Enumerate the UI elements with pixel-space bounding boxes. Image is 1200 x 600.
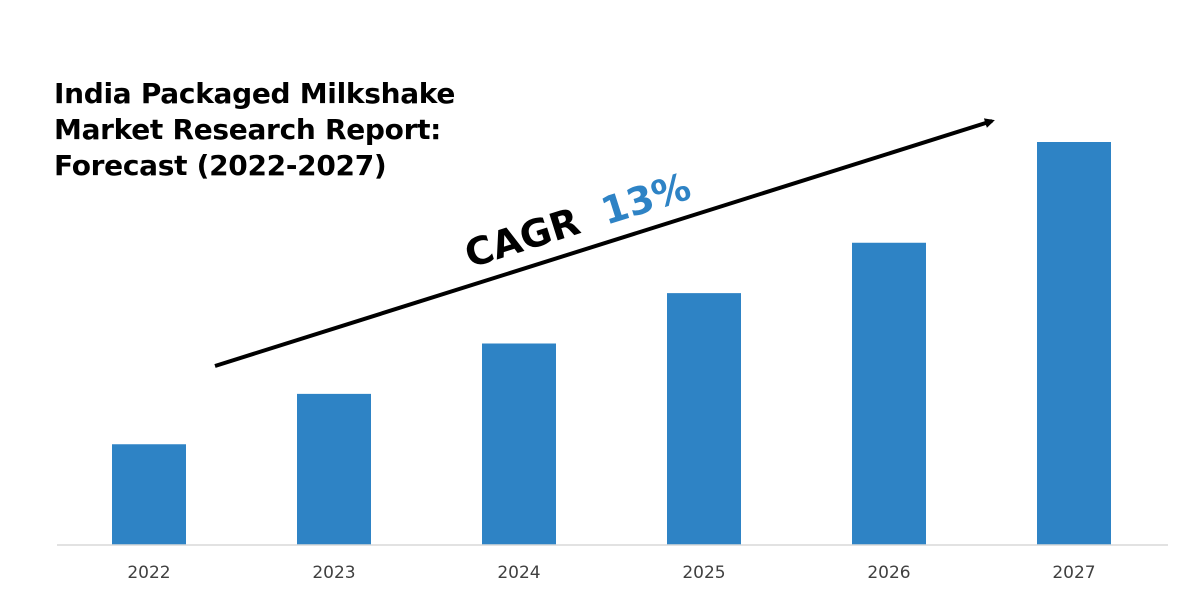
x-tick-label-2023: 2023: [312, 563, 355, 583]
cagr-annotation: CAGR 13%: [459, 164, 695, 276]
title-line-2: Market Research Report:: [54, 113, 442, 146]
cagr-label: CAGR: [459, 199, 585, 276]
x-tick-label-2027: 2027: [1052, 563, 1095, 583]
bar-2023: [297, 393, 371, 545]
bar-2024: [482, 343, 556, 545]
title-line-3: Forecast (2022-2027): [54, 149, 387, 182]
bar-2022: [112, 444, 186, 545]
bar-2025: [667, 293, 741, 545]
x-tick-labels: 2022 2023 2024 2025 2026 2027: [127, 563, 1095, 583]
cagr-value: 13%: [596, 164, 696, 233]
x-tick-label-2024: 2024: [497, 563, 540, 583]
trend-arrow: [214, 118, 995, 368]
bar-2027: [1037, 142, 1111, 545]
x-tick-label-2026: 2026: [867, 563, 910, 583]
x-tick-label-2022: 2022: [127, 563, 170, 583]
chart-title: India Packaged Milkshake Market Research…: [54, 76, 474, 184]
bar-2026: [852, 242, 926, 545]
bars-group: [112, 142, 1111, 545]
title-line-1: India Packaged Milkshake: [54, 77, 456, 110]
x-tick-label-2025: 2025: [682, 563, 725, 583]
